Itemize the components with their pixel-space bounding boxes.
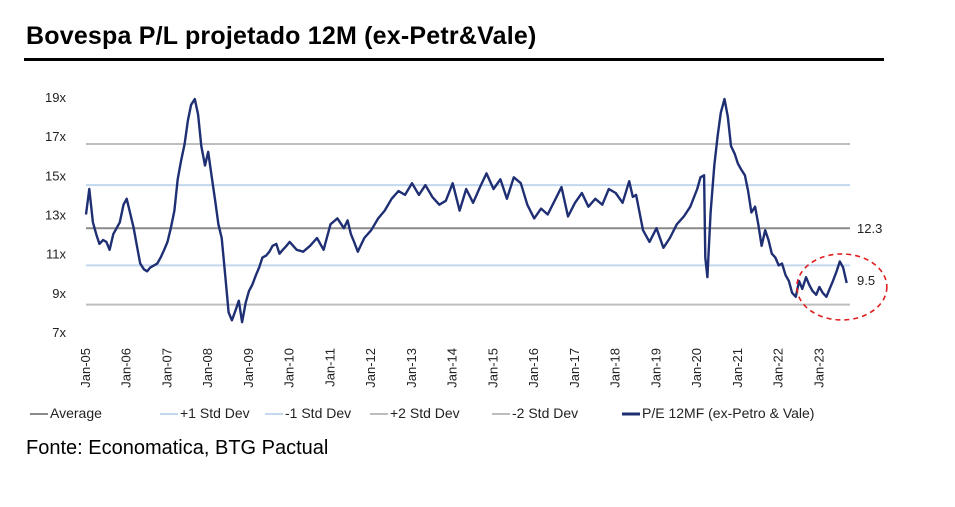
x-tick-label: Jan-06 — [119, 348, 134, 388]
chart-title: Bovespa P/L projetado 12M (ex-Petr&Vale) — [26, 22, 537, 50]
x-tick-label: Jan-12 — [363, 348, 378, 388]
annotation-label: 12.3 — [857, 221, 882, 236]
y-tick-label: 13x — [45, 208, 66, 223]
x-tick-label: Jan-17 — [567, 348, 582, 388]
reference-lines — [86, 143, 850, 306]
y-tick-label: 15x — [45, 168, 66, 183]
y-axis-ticks: 7x 9x 11x 13x 15x 17x 19x — [45, 90, 66, 340]
x-tick-label: Jan-23 — [811, 348, 826, 388]
y-tick-label: 7x — [52, 325, 66, 340]
x-tick-label: Jan-07 — [159, 348, 174, 388]
legend-item-label: Average — [50, 405, 102, 421]
y-tick-label: 19x — [45, 90, 66, 105]
x-tick-label: Jan-11 — [322, 348, 337, 387]
legend-item-label: -2 Std Dev — [512, 405, 578, 421]
x-tick-label: Jan-22 — [771, 348, 786, 388]
x-axis-ticks: Jan-05 Jan-06 Jan-07 Jan-08 Jan-09 Jan-10 Jan-… — [78, 348, 826, 388]
x-tick-label: Jan-20 — [689, 348, 704, 388]
y-tick-label: 17x — [45, 129, 66, 144]
highlight-circle — [796, 253, 888, 321]
x-tick-label: Jan-15 — [485, 348, 500, 388]
source-note: Fonte: Economatica, BTG Pactual — [26, 437, 329, 459]
x-tick-label: Jan-09 — [241, 348, 256, 388]
x-tick-label: Jan-21 — [730, 348, 745, 388]
x-tick-label: Jan-14 — [445, 348, 460, 388]
annotations: 12.3 9.5 — [796, 221, 888, 321]
x-tick-label: Jan-05 — [78, 348, 93, 388]
x-tick-label: Jan-19 — [648, 348, 663, 388]
x-tick-label: Jan-10 — [282, 348, 297, 388]
x-tick-label: Jan-08 — [200, 348, 215, 388]
y-tick-label: 9x — [52, 286, 66, 301]
x-tick-label: Jan-13 — [404, 348, 419, 388]
annotation-label: 9.5 — [857, 273, 875, 288]
series-layer — [84, 97, 848, 324]
legend-item-label: -1 Std Dev — [285, 405, 351, 421]
y-tick-label: 11x — [46, 247, 66, 262]
title-underline — [24, 58, 884, 61]
series-line-pe — [84, 97, 848, 324]
x-tick-label: Jan-16 — [526, 348, 541, 388]
legend: Average +1 Std Dev -1 Std Dev +2 Std Dev -2 … — [30, 405, 814, 421]
legend-item-label: P/E 12MF (ex-Petro & Vale) — [642, 405, 814, 421]
legend-item-label: +2 Std Dev — [390, 405, 460, 421]
x-tick-label: Jan-18 — [608, 348, 623, 388]
legend-item-label: +1 Std Dev — [180, 405, 250, 421]
